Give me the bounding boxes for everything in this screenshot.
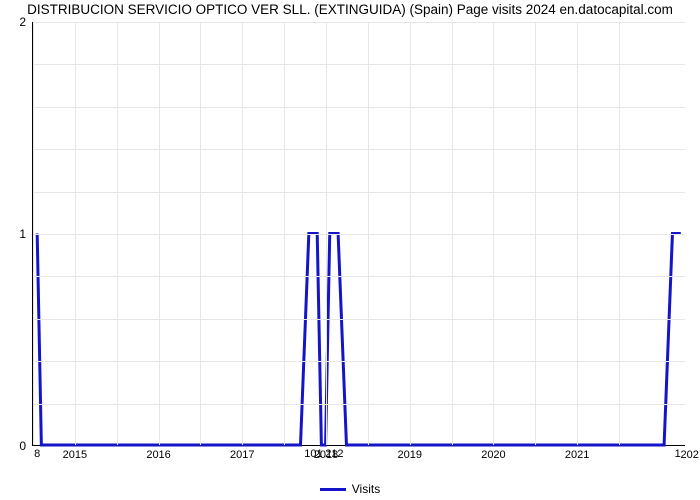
- gridline-vertical: [535, 22, 536, 445]
- x-tick-label: 2017: [230, 449, 254, 461]
- gridline-horizontal: [33, 64, 685, 65]
- gridline-horizontal: [33, 149, 685, 150]
- gridline-horizontal: [33, 319, 685, 320]
- y-tick-label: 1: [19, 227, 26, 241]
- chart-title: DISTRIBUCION SERVICIO OPTICO VER SLL. (E…: [0, 2, 700, 17]
- gridline-horizontal: [33, 234, 685, 235]
- gridline-vertical: [75, 22, 76, 445]
- gridline-horizontal: [33, 107, 685, 108]
- gridline-vertical: [368, 22, 369, 445]
- x-tick-label: 2016: [146, 449, 170, 461]
- y-tick-label: 0: [19, 439, 26, 453]
- gridline-horizontal: [33, 404, 685, 405]
- gridline-vertical: [242, 22, 243, 445]
- gridline-horizontal: [33, 22, 685, 23]
- data-point-label: 8: [34, 448, 40, 460]
- data-point-label: 212: [325, 448, 343, 460]
- legend-swatch: [320, 488, 346, 491]
- gridline-vertical: [452, 22, 453, 445]
- gridline-vertical: [410, 22, 411, 445]
- gridline-vertical: [577, 22, 578, 445]
- data-point-label: 1: [675, 448, 681, 460]
- gridline-vertical: [159, 22, 160, 445]
- gridline-horizontal: [33, 361, 685, 362]
- gridline-vertical: [117, 22, 118, 445]
- x-tick-label: 2021: [565, 449, 589, 461]
- x-tick-label: 2020: [481, 449, 505, 461]
- data-point-label: 101: [304, 448, 322, 460]
- x-tick-label: 202: [680, 449, 698, 461]
- x-tick-label: 2015: [63, 449, 87, 461]
- plot-area: 0122015201620172018201920202021202810121…: [32, 22, 685, 446]
- gridline-vertical: [200, 22, 201, 445]
- gridline-vertical: [326, 22, 327, 445]
- gridline-vertical: [619, 22, 620, 445]
- y-tick-label: 2: [19, 15, 26, 29]
- x-tick-label: 2019: [397, 449, 421, 461]
- series-line: [37, 234, 681, 446]
- gridline-vertical: [33, 22, 34, 445]
- gridline-vertical: [284, 22, 285, 445]
- gridline-horizontal: [33, 276, 685, 277]
- legend-label: Visits: [352, 482, 380, 496]
- legend: Visits: [0, 482, 700, 496]
- gridline-horizontal: [33, 192, 685, 193]
- gridline-vertical: [493, 22, 494, 445]
